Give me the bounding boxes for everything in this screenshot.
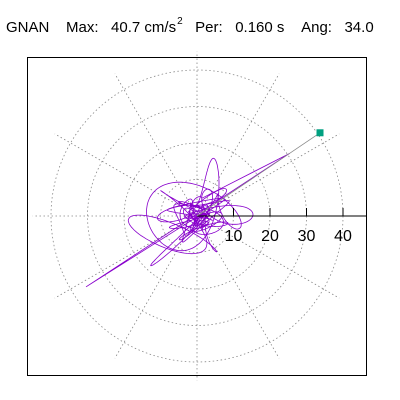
per-label: Per: bbox=[195, 19, 223, 36]
peak-marker bbox=[316, 129, 324, 137]
max-unit: cm/s bbox=[144, 19, 177, 36]
radial-tick-label-40: 40 bbox=[334, 228, 352, 245]
chart-header: GNAN Max: 40.7 cm/s2 Per: 0.160 s Ang: 3… bbox=[6, 16, 374, 40]
grid-spoke-210 bbox=[54, 215, 198, 299]
peak-direction-line bbox=[196, 132, 321, 217]
max-value: 40.7 bbox=[111, 19, 141, 36]
grid-spoke-330 bbox=[196, 215, 340, 299]
grid-spoke-240 bbox=[114, 215, 198, 359]
radial-tick-label-10: 10 bbox=[225, 228, 243, 245]
grid-spoke-120 bbox=[114, 73, 198, 217]
grid-spoke-300 bbox=[196, 215, 280, 359]
particle-motion-trace bbox=[85, 153, 290, 288]
max-unit-exponent: 2 bbox=[177, 16, 183, 27]
radial-tick-label-30: 30 bbox=[298, 228, 316, 245]
grid-spoke-60 bbox=[196, 73, 280, 217]
ang-value: 34.0 bbox=[344, 19, 374, 36]
max-label: Max: bbox=[66, 19, 99, 36]
ang-label: Ang: bbox=[301, 19, 332, 36]
grid-spoke-30 bbox=[196, 133, 340, 217]
grid-spoke-150 bbox=[54, 133, 198, 217]
per-value: 0.160 s bbox=[235, 19, 285, 36]
trace-path bbox=[85, 153, 290, 288]
peak-indicator bbox=[196, 129, 324, 217]
station-code: GNAN bbox=[6, 19, 50, 36]
radial-axis: 10 20 30 40 bbox=[197, 208, 366, 245]
radial-tick-label-20: 20 bbox=[261, 228, 279, 245]
